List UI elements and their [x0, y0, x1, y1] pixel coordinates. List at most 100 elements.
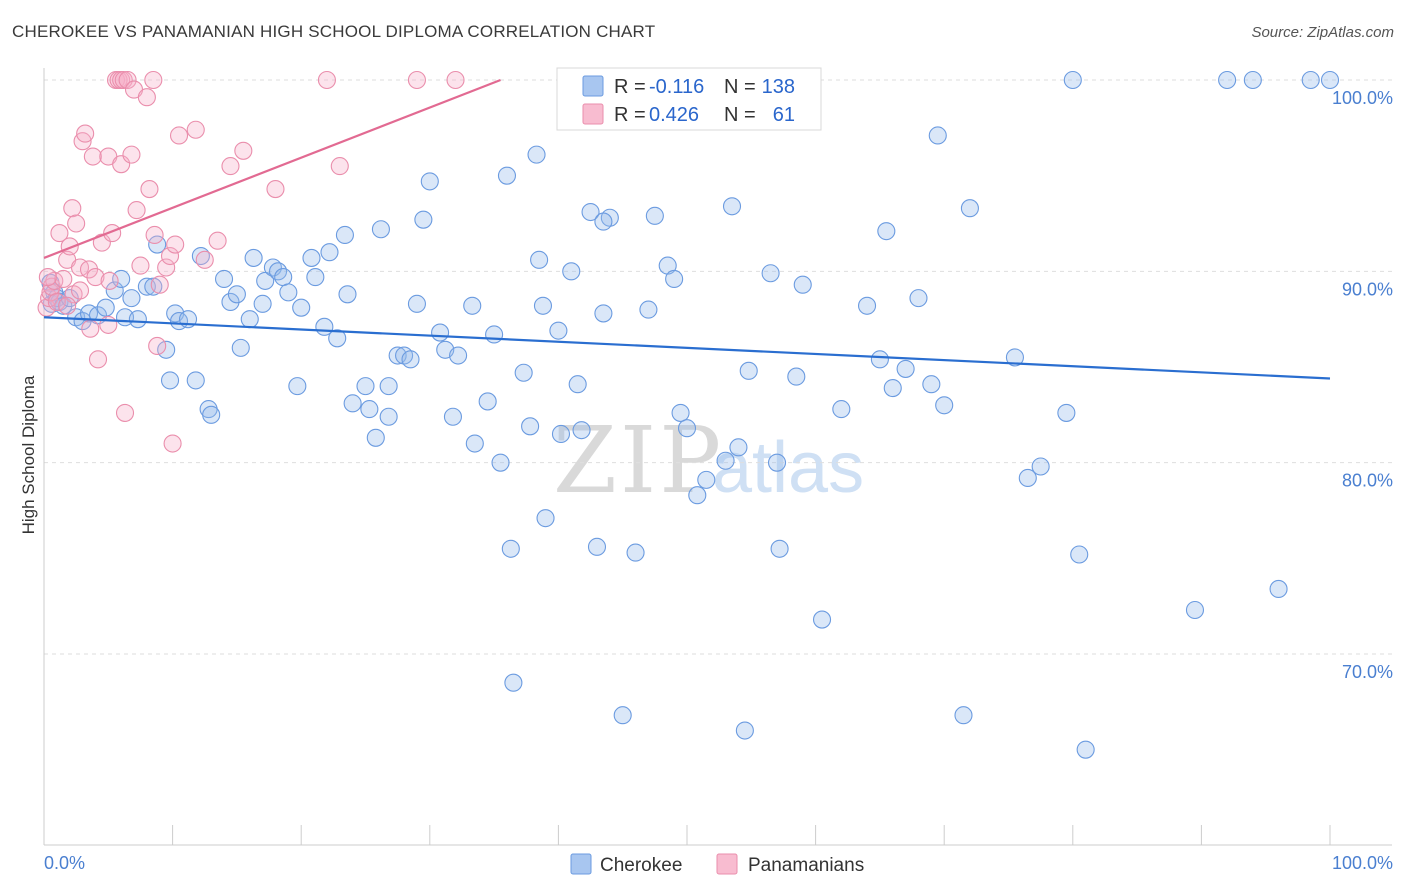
cherokee-point: [935, 396, 954, 415]
cherokee-point: [587, 537, 607, 556]
cherokee-point: [761, 264, 780, 283]
panamanian-point: [76, 124, 95, 143]
cherokee-point: [288, 377, 307, 396]
panamanian-point: [118, 70, 137, 90]
cherokee-point: [105, 281, 124, 300]
panamanian-point: [58, 296, 77, 315]
panamanian-point: [140, 180, 159, 199]
cherokee-point: [335, 225, 354, 245]
panamanian-point: [330, 157, 349, 176]
cherokee-point: [1031, 457, 1050, 476]
cherokee-point: [832, 400, 851, 419]
cherokee-point: [722, 197, 742, 216]
panamanian-point: [144, 70, 163, 90]
panamanian-point: [81, 319, 100, 338]
cherokee-point: [186, 371, 205, 390]
cherokee-point: [960, 199, 979, 218]
cherokee-point: [253, 294, 272, 313]
cherokee-point: [214, 269, 234, 289]
cherokee-point: [401, 350, 420, 369]
cherokee-point: [501, 539, 520, 558]
panamanian-point: [54, 269, 73, 289]
cherokee-point: [407, 294, 426, 313]
cherokee-point: [497, 166, 517, 185]
cherokee-point: [1005, 348, 1024, 367]
cherokee-point: [269, 262, 288, 281]
cherokee-point: [857, 296, 877, 315]
cherokee-point: [366, 428, 385, 447]
cherokee-point: [122, 289, 141, 308]
cherokee-point: [420, 172, 439, 191]
cherokee-points: [41, 70, 1340, 759]
chart-title: CHEROKEE VS PANAMANIAN HIGH SCHOOL DIPLO…: [12, 22, 656, 41]
tick-labels: 100.0% 90.0% 80.0% 70.0% 0.0% 100.0%: [44, 88, 1393, 873]
panamanian-point: [50, 224, 69, 243]
bottom-legend-swatch-cherokee: [570, 853, 592, 875]
cherokee-trend-line: [43, 316, 1331, 380]
cherokee-point: [735, 721, 754, 740]
y-tick-label: 100.0%: [1332, 88, 1393, 108]
cherokee-point: [594, 212, 613, 231]
legend-n-label-panamanians: N =: [724, 104, 756, 126]
cherokee-point: [449, 346, 468, 365]
legend-r-value-cherokee: -0.116: [649, 76, 704, 98]
cherokee-point: [157, 340, 176, 359]
legend-n-value-cherokee: 138: [762, 76, 795, 98]
cherokee-point: [202, 405, 221, 424]
cherokee-point: [504, 673, 523, 692]
panamanian-point: [208, 231, 227, 250]
legend-r-value-panamanians: 0.426: [649, 104, 699, 126]
cherokee-point: [870, 350, 889, 369]
panamanian-point: [70, 258, 90, 277]
cherokee-point: [770, 539, 789, 558]
cherokee-point: [922, 375, 941, 394]
cherokee-point: [572, 421, 591, 440]
series-legend: Cherokee Panamanians: [570, 853, 864, 876]
cherokee-point: [527, 145, 546, 164]
cherokee-point: [562, 262, 581, 281]
cherokee-point: [221, 292, 240, 311]
panamanian-point: [41, 283, 60, 302]
legend-r-label-cherokee: R =: [614, 76, 646, 98]
cherokee-point: [739, 361, 758, 380]
panamanian-point: [195, 250, 214, 269]
stats-legend: R = -0.116 N = 138 R = 0.426 N = 61: [556, 67, 822, 131]
cherokee-point: [1243, 70, 1262, 90]
bottom-legend-label-panamanians: Panamanians: [748, 855, 864, 876]
cherokee-point: [144, 277, 163, 296]
cherokee-point: [613, 706, 632, 725]
cherokee-point: [356, 377, 375, 396]
panamanian-point: [47, 292, 66, 311]
panamanian-point: [157, 258, 176, 277]
x-tick-label-end: 100.0%: [1332, 853, 1393, 873]
axes: [43, 68, 1392, 846]
cherokee-point: [279, 283, 298, 302]
panamanian-point: [150, 275, 169, 294]
panamanian-points: [37, 70, 465, 453]
cherokee-point: [371, 220, 390, 239]
gridlines: [44, 79, 1392, 655]
cherokee-point: [896, 359, 915, 378]
panamanian-point: [63, 199, 82, 218]
cherokee-point: [549, 321, 568, 340]
cherokee-point: [463, 296, 482, 315]
x-tick-label-start: 0.0%: [44, 853, 85, 873]
cherokee-point: [485, 325, 504, 344]
cherokee-point: [478, 392, 497, 411]
cherokee-point: [128, 310, 147, 329]
cherokee-point: [160, 371, 180, 390]
panamanian-point: [186, 120, 205, 139]
legend-n-label-cherokee: N =: [724, 76, 756, 98]
panamanian-point: [88, 350, 108, 369]
cherokee-point: [379, 377, 398, 396]
cherokee-point: [240, 310, 259, 329]
cherokee-point: [787, 367, 806, 386]
source-credit: Source: ZipAtlas.com: [1251, 24, 1394, 41]
cherokee-point: [671, 403, 690, 422]
cherokee-point: [231, 338, 250, 357]
cherokee-point: [414, 210, 433, 229]
legend-swatch-panamanians: [582, 103, 604, 125]
y-tick-label: 90.0%: [1342, 279, 1393, 299]
cherokee-point: [343, 394, 362, 413]
